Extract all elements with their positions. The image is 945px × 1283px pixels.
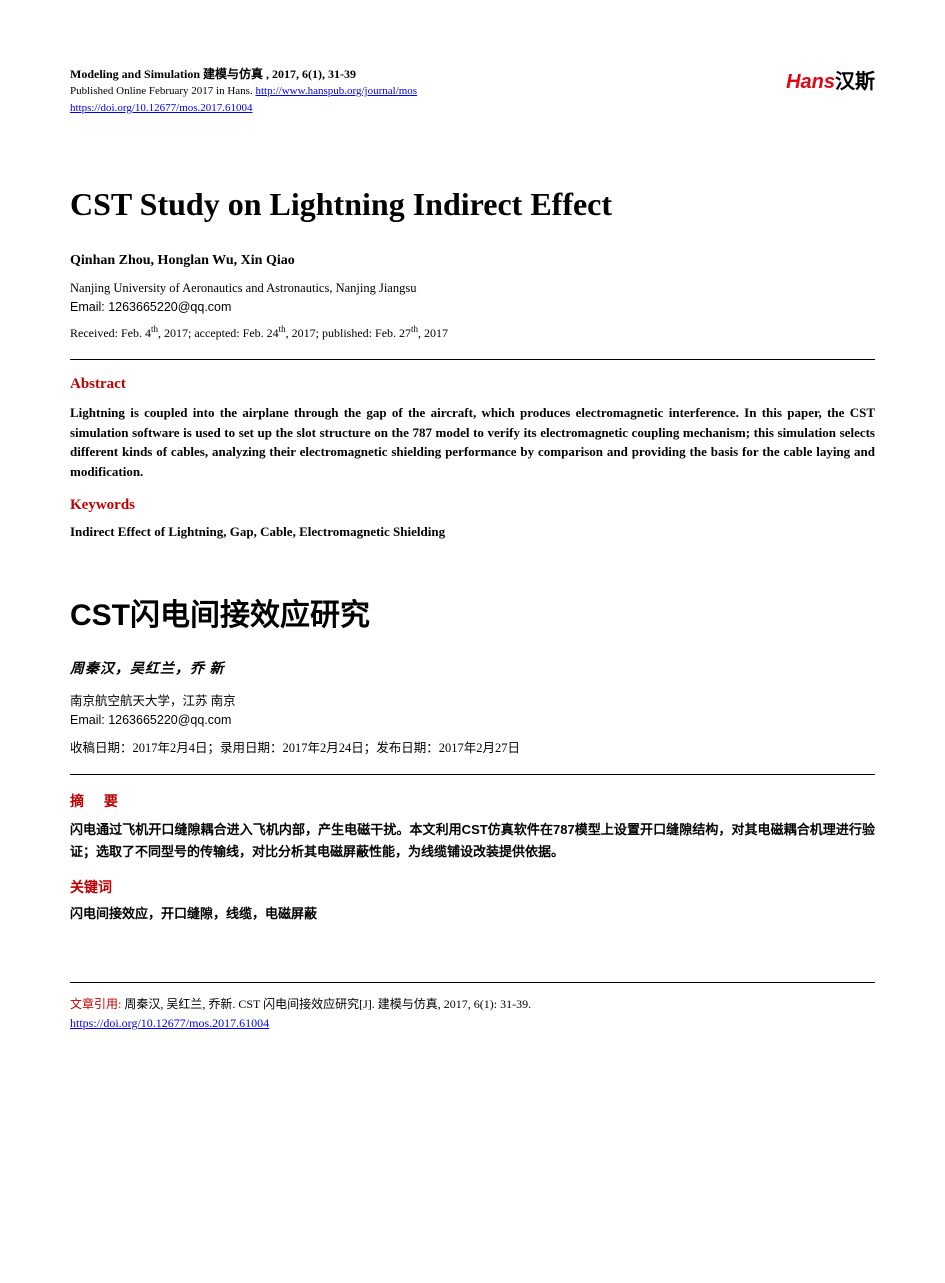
dates-cn: 收稿日期：2017年2月4日；录用日期：2017年2月24日；发布日期：2017… [70,737,875,756]
published-label: published: Feb. 27 [322,326,411,340]
email-cn: Email: 1263665220@qq.com [70,713,875,727]
authors-en: Qinhan Zhou, Honglan Wu, Xin Qiao [70,253,875,269]
accepted-year: , 2017; [286,326,322,340]
dates-en: Received: Feb. 4th, 2017; accepted: Feb.… [70,324,875,341]
citation-doi-link[interactable]: https://doi.org/10.12677/mos.2017.61004 [70,1016,269,1030]
authors-cn: 周秦汉，吴红兰，乔 新 [70,658,875,678]
accepted-label: accepted: Feb. 24 [194,326,278,340]
doi-line: https://doi.org/10.12677/mos.2017.61004 [70,100,417,117]
citation-label: 文章引用: [70,997,124,1011]
journal-url-link[interactable]: http://www.hanspub.org/journal/mos [255,85,417,97]
journal-name-en: Modeling and Simulation [70,67,200,81]
keywords-text-en: Indirect Effect of Lightning, Gap, Cable… [70,524,875,540]
doi-link[interactable]: https://doi.org/10.12677/mos.2017.61004 [70,102,253,114]
published-line: Published Online February 2017 in Hans. … [70,83,417,100]
page-header: Modeling and Simulation 建模与仿真 , 2017, 6(… [70,65,875,116]
divider-cn [70,774,875,775]
published-prefix: Published Online February 2017 in Hans. [70,85,255,97]
citation: 文章引用: 周秦汉, 吴红兰, 乔新. CST 闪电间接效应研究[J]. 建模与… [70,995,875,1033]
journal-line: Modeling and Simulation 建模与仿真 , 2017, 6(… [70,65,417,83]
email-en: Email: 1263665220@qq.com [70,300,875,314]
hans-logo: Hans汉斯 [786,65,875,94]
issue-info: , 2017, 6(1), 31-39 [266,67,356,81]
keywords-heading-cn: 关键词 [70,877,875,897]
abstract-heading-en: Abstract [70,376,875,393]
email-label-en: Email: [70,300,108,314]
citation-text: 周秦汉, 吴红兰, 乔新. CST 闪电间接效应研究[J]. 建模与仿真, 20… [124,997,531,1011]
affiliation-en: Nanjing University of Aeronautics and As… [70,281,875,296]
email-value-cn: 1263665220@qq.com [108,713,231,727]
published-year: , 2017 [418,326,448,340]
keywords-heading-en: Keywords [70,497,875,514]
received-sup: th [151,324,158,334]
journal-name-cn: 建模与仿真 [203,67,263,81]
received-year: , 2017; [158,326,194,340]
published-sup: th [411,324,418,334]
header-meta: Modeling and Simulation 建模与仿真 , 2017, 6(… [70,65,417,116]
logo-black-text: 汉斯 [835,71,875,93]
keywords-text-cn: 闪电间接效应，开口缝隙，线缆，电磁屏蔽 [70,903,875,922]
received-label: Received: Feb. 4 [70,326,151,340]
abstract-text-en: Lightning is coupled into the airplane t… [70,403,875,481]
article-title-en: CST Study on Lightning Indirect Effect [70,186,875,223]
logo-red-text: Hans [786,71,835,93]
email-value-en: 1263665220@qq.com [108,300,231,314]
affiliation-cn: 南京航空航天大学，江苏 南京 [70,690,875,709]
abstract-text-cn: 闪电通过飞机开口缝隙耦合进入飞机内部，产生电磁干扰。本文利用CST仿真软件在78… [70,819,875,863]
accepted-sup: th [279,324,286,334]
abstract-heading-cn: 摘 要 [70,791,875,811]
divider-en [70,359,875,360]
footer-divider [70,982,875,983]
article-title-cn: CST闪电间接效应研究 [70,590,875,634]
email-label-cn: Email: [70,713,108,727]
